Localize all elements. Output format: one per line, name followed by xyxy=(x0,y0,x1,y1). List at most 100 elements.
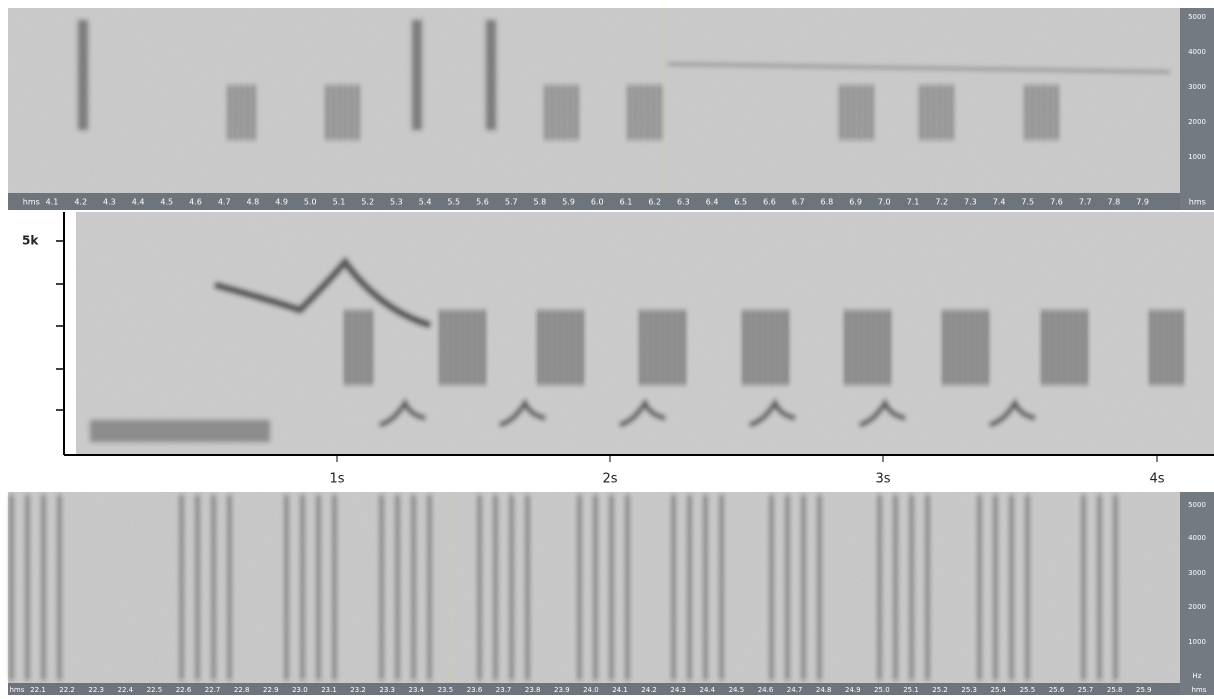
time-axis xyxy=(8,193,1180,210)
time-label: 7.7 xyxy=(1079,198,1092,207)
call xyxy=(864,85,867,140)
call xyxy=(978,495,981,680)
call xyxy=(767,310,770,385)
time-label: 5.7 xyxy=(505,198,518,207)
trace xyxy=(749,398,796,427)
freq-label: 1000 xyxy=(1188,638,1206,646)
trace xyxy=(989,398,1036,427)
call xyxy=(396,495,399,680)
trace xyxy=(499,398,546,427)
call xyxy=(538,310,541,385)
call xyxy=(345,310,348,385)
call xyxy=(1082,495,1085,680)
call xyxy=(852,85,855,140)
call xyxy=(846,85,849,140)
time-label: 5.2 xyxy=(361,198,374,207)
call xyxy=(482,310,485,385)
time-label: 24.4 xyxy=(700,686,716,694)
call xyxy=(887,310,890,385)
call xyxy=(870,85,873,140)
call xyxy=(910,495,913,680)
call xyxy=(646,85,649,140)
call xyxy=(1156,310,1159,385)
call xyxy=(557,85,560,140)
time-label: 6.5 xyxy=(734,198,747,207)
call xyxy=(575,85,578,140)
call xyxy=(568,310,571,385)
call xyxy=(802,495,805,680)
call xyxy=(973,310,976,385)
call xyxy=(350,85,353,140)
call xyxy=(1043,85,1046,140)
freq-axis xyxy=(1180,8,1214,210)
time-label: hms xyxy=(1191,686,1206,694)
call xyxy=(994,495,997,680)
call xyxy=(1162,310,1165,385)
call xyxy=(857,310,860,385)
freq-label: 1000 xyxy=(1188,153,1206,161)
call xyxy=(1078,310,1081,385)
time-label: 7.0 xyxy=(878,198,891,207)
trace xyxy=(619,398,666,427)
time-label: 4s xyxy=(1149,472,1164,487)
call xyxy=(845,310,848,385)
time-label: 6.7 xyxy=(792,198,805,207)
call xyxy=(1031,85,1034,140)
freq-label: 3000 xyxy=(1188,83,1206,91)
time-label: 2s xyxy=(602,472,617,487)
time-label: 22.7 xyxy=(205,686,221,694)
call xyxy=(1180,310,1183,385)
time-label: 7.1 xyxy=(907,198,920,207)
freq-axis xyxy=(1180,492,1214,695)
call xyxy=(240,85,243,140)
time-label: 22.8 xyxy=(234,686,250,694)
time-label: 5.8 xyxy=(534,198,547,207)
call xyxy=(851,310,854,385)
call xyxy=(761,310,764,385)
time-label: hms xyxy=(1189,198,1206,207)
call xyxy=(563,85,566,140)
call xyxy=(301,495,304,680)
call xyxy=(356,85,359,140)
call xyxy=(594,495,597,680)
call xyxy=(875,310,878,385)
freq-label: 4000 xyxy=(1188,534,1206,542)
call xyxy=(943,310,946,385)
time-label: 24.6 xyxy=(758,686,774,694)
call xyxy=(440,310,443,385)
call xyxy=(658,310,661,385)
time-label: 4.6 xyxy=(189,198,202,207)
call xyxy=(246,85,249,140)
time-label: 7.2 xyxy=(935,198,948,207)
time-label: 22.5 xyxy=(147,686,163,694)
time-label: 4.4 xyxy=(132,198,145,207)
time-label: 25.5 xyxy=(1020,686,1036,694)
time-label: 23.1 xyxy=(321,686,337,694)
call xyxy=(1042,310,1045,385)
time-label: 25.6 xyxy=(1049,686,1065,694)
call xyxy=(234,85,237,140)
call xyxy=(652,310,655,385)
call xyxy=(955,310,958,385)
call xyxy=(688,495,691,680)
call xyxy=(326,85,329,140)
time-label: 23.0 xyxy=(292,686,308,694)
call xyxy=(878,495,881,680)
time-label: 24.9 xyxy=(845,686,861,694)
call xyxy=(228,495,231,680)
call xyxy=(894,495,897,680)
time-label: 7.9 xyxy=(1136,198,1149,207)
call xyxy=(967,310,970,385)
call xyxy=(1025,85,1028,140)
call xyxy=(926,85,929,140)
call xyxy=(1026,495,1029,680)
call xyxy=(196,495,199,680)
freq-label: 5000 xyxy=(1188,501,1206,509)
call xyxy=(664,310,667,385)
call xyxy=(786,495,789,680)
call xyxy=(640,85,643,140)
time-label: hms xyxy=(9,686,24,694)
call xyxy=(770,495,773,680)
call xyxy=(1072,310,1075,385)
